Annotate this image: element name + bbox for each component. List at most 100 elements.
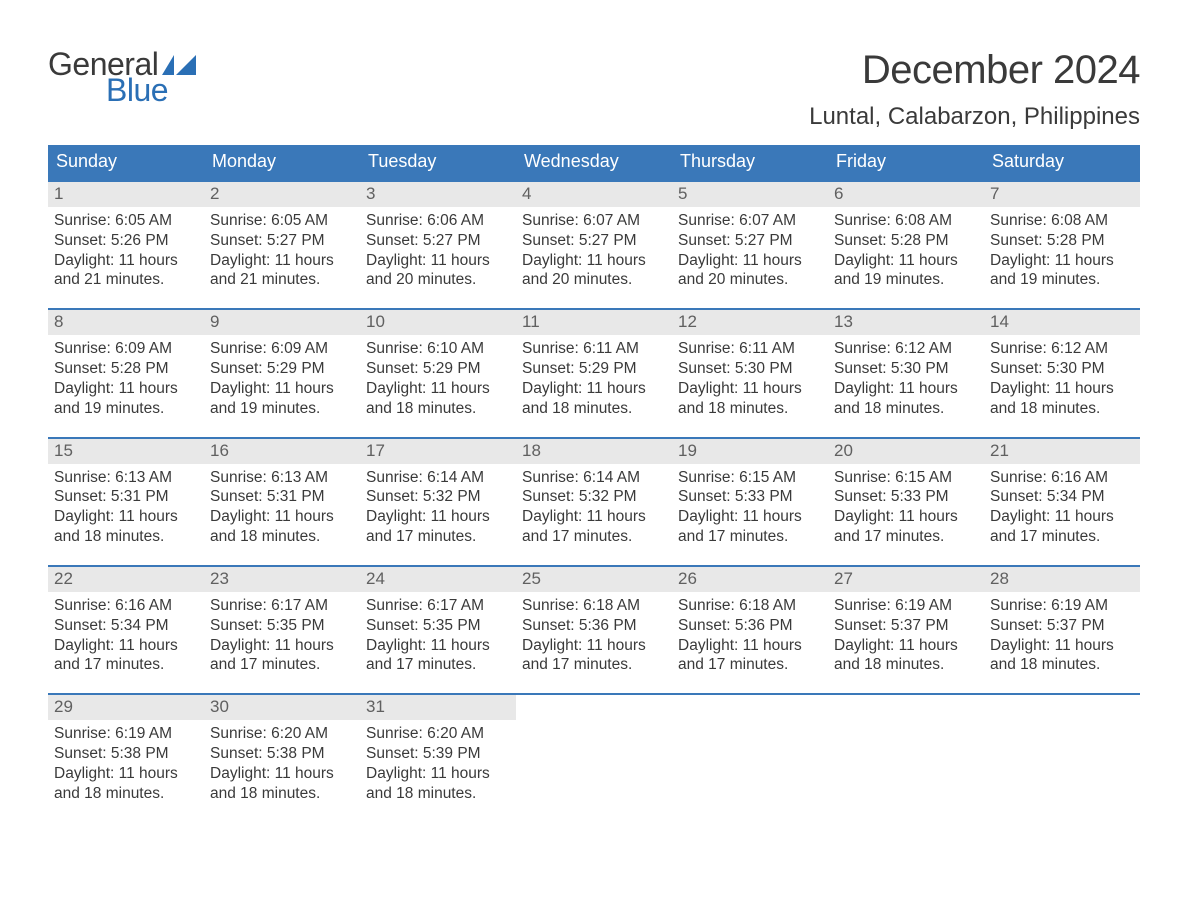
day-body: Sunrise: 6:09 AMSunset: 5:29 PMDaylight:… [204,335,360,426]
daylight-line: Daylight: 11 hours [990,636,1134,656]
sunrise-line: Sunrise: 6:09 AM [210,339,354,359]
day-number-strip: 24 [360,567,516,592]
day-number-strip: 27 [828,567,984,592]
daylight-line: Daylight: 11 hours [522,251,666,271]
day-number-strip: 7 [984,182,1140,207]
day-number: 15 [54,441,73,460]
day-body: Sunrise: 6:11 AMSunset: 5:29 PMDaylight:… [516,335,672,426]
day-number: 14 [990,312,1009,331]
sunrise-line: Sunrise: 6:19 AM [54,724,198,744]
daylight-line: and 17 minutes. [366,655,510,675]
daylight-line: and 18 minutes. [366,784,510,804]
sunrise-line: Sunrise: 6:11 AM [522,339,666,359]
day-cell: 19Sunrise: 6:15 AMSunset: 5:33 PMDayligh… [672,439,828,555]
daylight-line: Daylight: 11 hours [834,379,978,399]
day-number-strip: 19 [672,439,828,464]
sunrise-line: Sunrise: 6:07 AM [678,211,822,231]
sunset-line: Sunset: 5:33 PM [834,487,978,507]
day-body: Sunrise: 6:08 AMSunset: 5:28 PMDaylight:… [828,207,984,298]
day-number-strip: 14 [984,310,1140,335]
sunrise-line: Sunrise: 6:15 AM [834,468,978,488]
daylight-line: Daylight: 11 hours [522,507,666,527]
daylight-line: Daylight: 11 hours [678,379,822,399]
day-body: Sunrise: 6:17 AMSunset: 5:35 PMDaylight:… [204,592,360,683]
day-number-strip: 5 [672,182,828,207]
day-cell: 10 Sunrise: 6:10 AMSunset: 5:29 PMDayligh… [360,310,516,426]
day-body: Sunrise: 6:18 AMSunset: 5:36 PMDaylight:… [672,592,828,683]
daylight-line: Daylight: 11 hours [210,251,354,271]
sunset-line: Sunset: 5:34 PM [54,616,198,636]
day-number-strip: 28 [984,567,1140,592]
day-body: Sunrise: 6:18 AMSunset: 5:36 PMDaylight:… [516,592,672,683]
sunset-line: Sunset: 5:29 PM [366,359,510,379]
day-number-strip: 10 [360,310,516,335]
day-number: 9 [210,312,219,331]
day-body: Sunrise: 6:20 AMSunset: 5:39 PMDaylight:… [360,720,516,811]
empty-day-cell [984,695,1140,811]
day-body: Sunrise: 6:19 AMSunset: 5:37 PMDaylight:… [984,592,1140,683]
day-number-strip: 2 [204,182,360,207]
day-number: 22 [54,569,73,588]
day-body: Sunrise: 6:19 AMSunset: 5:37 PMDaylight:… [828,592,984,683]
sunrise-line: Sunrise: 6:09 AM [54,339,198,359]
sunrise-line: Sunrise: 6:16 AM [54,596,198,616]
day-number: 18 [522,441,541,460]
day-cell: 30Sunrise: 6:20 AMSunset: 5:38 PMDayligh… [204,695,360,811]
logo: General Blue [48,48,196,106]
sunrise-line: Sunrise: 6:06 AM [366,211,510,231]
day-body: Sunrise: 6:09 AMSunset: 5:28 PMDaylight:… [48,335,204,426]
sunset-line: Sunset: 5:37 PM [990,616,1134,636]
day-cell: 20Sunrise: 6:15 AMSunset: 5:33 PMDayligh… [828,439,984,555]
day-number-strip: 20 [828,439,984,464]
day-number-strip: 30 [204,695,360,720]
daylight-line: and 20 minutes. [366,270,510,290]
day-number-strip: 23 [204,567,360,592]
day-number: 2 [210,184,219,203]
day-number: 25 [522,569,541,588]
daylight-line: Daylight: 11 hours [210,636,354,656]
daylight-line: Daylight: 11 hours [366,379,510,399]
daylight-line: and 18 minutes. [366,399,510,419]
location: Luntal, Calabarzon, Philippines [809,103,1140,131]
day-body: Sunrise: 6:15 AMSunset: 5:33 PMDaylight:… [828,464,984,555]
day-cell: 14Sunrise: 6:12 AMSunset: 5:30 PMDayligh… [984,310,1140,426]
sunrise-line: Sunrise: 6:15 AM [678,468,822,488]
weekday-header: Monday [204,145,360,180]
sunset-line: Sunset: 5:33 PM [678,487,822,507]
daylight-line: and 20 minutes. [678,270,822,290]
daylight-line: Daylight: 11 hours [366,507,510,527]
sunset-line: Sunset: 5:37 PM [834,616,978,636]
day-body: Sunrise: 6:17 AMSunset: 5:35 PMDaylight:… [360,592,516,683]
day-number: 1 [54,184,63,203]
daylight-line: and 17 minutes. [54,655,198,675]
day-body: Sunrise: 6:14 AMSunset: 5:32 PMDaylight:… [360,464,516,555]
day-cell: 23Sunrise: 6:17 AMSunset: 5:35 PMDayligh… [204,567,360,683]
sunset-line: Sunset: 5:35 PM [366,616,510,636]
daylight-line: Daylight: 11 hours [834,636,978,656]
day-cell: 5Sunrise: 6:07 AMSunset: 5:27 PMDaylight… [672,182,828,298]
daylight-line: and 18 minutes. [54,527,198,547]
sunset-line: Sunset: 5:39 PM [366,744,510,764]
sunrise-line: Sunrise: 6:16 AM [990,468,1134,488]
daylight-line: Daylight: 11 hours [834,507,978,527]
sunset-line: Sunset: 5:35 PM [210,616,354,636]
sunset-line: Sunset: 5:32 PM [522,487,666,507]
daylight-line: and 17 minutes. [678,527,822,547]
sunrise-line: Sunrise: 6:08 AM [834,211,978,231]
sunrise-line: Sunrise: 6:10 AM [366,339,510,359]
sunrise-line: Sunrise: 6:05 AM [210,211,354,231]
day-body: Sunrise: 6:16 AMSunset: 5:34 PMDaylight:… [984,464,1140,555]
day-cell: 13Sunrise: 6:12 AMSunset: 5:30 PMDayligh… [828,310,984,426]
daylight-line: Daylight: 11 hours [522,636,666,656]
sunrise-line: Sunrise: 6:12 AM [990,339,1134,359]
sunset-line: Sunset: 5:30 PM [990,359,1134,379]
sunrise-line: Sunrise: 6:11 AM [678,339,822,359]
day-number-strip: 31 [360,695,516,720]
daylight-line: Daylight: 11 hours [678,636,822,656]
title-block: December 2024 Luntal, Calabarzon, Philip… [809,48,1140,131]
day-number-strip: 25 [516,567,672,592]
day-number-strip: 1 [48,182,204,207]
daylight-line: and 19 minutes. [834,270,978,290]
daylight-line: and 18 minutes. [522,399,666,419]
daylight-line: Daylight: 11 hours [54,379,198,399]
